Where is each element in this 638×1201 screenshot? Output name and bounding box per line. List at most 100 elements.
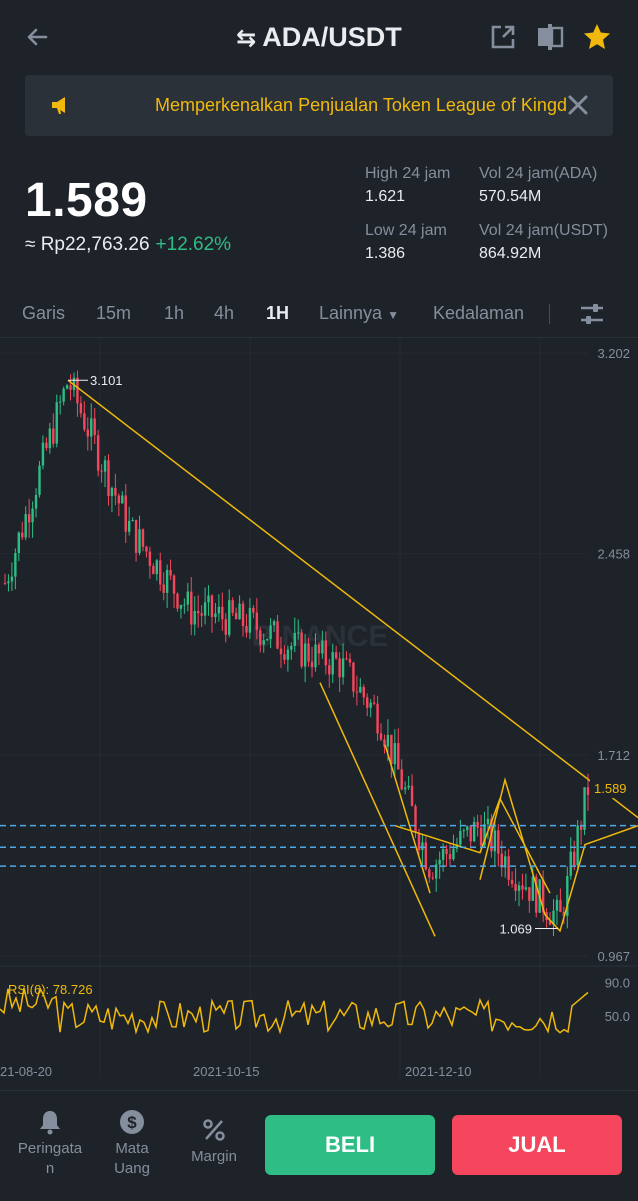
candle-body (121, 495, 124, 504)
candle-body (145, 546, 148, 552)
sell-button[interactable]: JUAL (452, 1115, 622, 1175)
candle-body (155, 560, 158, 575)
candle-body (38, 465, 41, 495)
candle-body (352, 662, 355, 692)
candle-body (58, 401, 62, 403)
star-icon[interactable] (582, 22, 612, 52)
pair-title-text: ADA/USDT (262, 22, 402, 52)
candle-body (265, 639, 269, 641)
candle-body (455, 844, 459, 849)
candle-body (355, 691, 359, 693)
candle-body (438, 859, 441, 865)
vol-ada-value: 570.54M (479, 188, 542, 205)
svg-text:$: $ (127, 1113, 137, 1132)
candle-body (476, 821, 479, 828)
candle-body (317, 644, 321, 654)
candle-body (228, 600, 231, 635)
candle-body (231, 600, 234, 613)
settings-sliders-icon[interactable] (578, 300, 606, 333)
bottom-action-bar: Peringatan $ Mata Uang Margin BELI JUAL (0, 1090, 638, 1201)
date-tick-label: 2021-12-10 (405, 1064, 472, 1079)
candle-body (10, 576, 14, 582)
tab-depth[interactable]: Kedalaman (433, 303, 525, 323)
candle-body (459, 831, 462, 845)
pair-title[interactable]: ⇆ ADA/USDT (0, 22, 638, 53)
candle-body (314, 644, 317, 668)
candle-body (535, 876, 538, 913)
candle-body (127, 520, 131, 532)
candle-body (259, 630, 262, 645)
candle-body (3, 582, 7, 584)
candle-body (52, 428, 55, 444)
margin-label: Margin (191, 1148, 237, 1165)
compare-icon[interactable] (535, 22, 565, 52)
price-tick-label: 3.202 (597, 346, 630, 361)
announcement-banner[interactable]: Memperkenalkan Penjualan Token League of… (25, 75, 613, 136)
candle-body (124, 495, 127, 532)
candle-body (403, 787, 407, 790)
alert-nav[interactable]: Peringatan (10, 1109, 90, 1179)
candle-body (69, 385, 72, 390)
candle-body (214, 613, 217, 618)
buy-button[interactable]: BELI (265, 1115, 435, 1175)
candle-body (421, 842, 424, 851)
candle-body (293, 632, 296, 646)
candle-body (366, 697, 369, 708)
candle-body (48, 428, 52, 449)
candle-body (514, 883, 517, 891)
candle-body (424, 842, 428, 870)
candle-body (510, 879, 514, 884)
high-24h-label: High 24 jam (365, 165, 451, 182)
price-change-percent: +12.62% (155, 234, 232, 255)
candle-body (196, 610, 200, 614)
currency-nav[interactable]: $ Mata Uang (92, 1109, 172, 1179)
candlestick-chart[interactable]: BINANCE RSI(6): 78.726 90.050.0 3.2022.45… (0, 338, 638, 1088)
caret-down-icon: ▼ (387, 308, 399, 322)
candle-body (555, 899, 559, 911)
resistance-trendline (67, 379, 638, 819)
candle-body (573, 851, 576, 866)
tab-15m[interactable]: 15m (96, 303, 132, 323)
tab-more[interactable]: Lainnya ▼ (319, 303, 399, 324)
candle-body (17, 532, 20, 553)
candle-body (234, 612, 238, 620)
tabs-divider (0, 337, 638, 338)
candle-body (110, 487, 114, 497)
close-icon[interactable] (567, 94, 589, 121)
candle-body (586, 787, 590, 795)
candle-body (152, 565, 155, 575)
candle-body (372, 702, 376, 704)
candle-body (338, 658, 341, 678)
date-tick-label: 21-08-20 (0, 1064, 52, 1079)
candles (3, 370, 590, 936)
price-chart[interactable]: BINANCE RSI(6): 78.726 90.0 50.0 3.202 2.45… (0, 338, 638, 1088)
candle-body (14, 552, 17, 577)
candle-body (310, 661, 314, 668)
candle-body (417, 832, 421, 851)
candle-body (183, 604, 186, 606)
share-icon[interactable] (488, 22, 518, 52)
candle-body (307, 643, 310, 662)
announcement-text[interactable]: Memperkenalkan Penjualan Token League of… (155, 95, 567, 115)
candle-body (431, 877, 434, 879)
tab-1h[interactable]: 1h (164, 303, 185, 323)
tab-1H[interactable]: 1H (266, 303, 290, 323)
candle-body (524, 887, 528, 890)
rsi-line (0, 986, 589, 1035)
candle-body (79, 403, 83, 414)
margin-nav[interactable]: Margin (174, 1117, 254, 1167)
candle-body (138, 529, 141, 553)
bell-icon (10, 1109, 90, 1139)
candle-body (507, 856, 510, 880)
candle-body (559, 899, 562, 912)
candle-body (176, 593, 179, 609)
candle-body (448, 854, 452, 860)
tab-line[interactable]: Garis (22, 303, 66, 323)
candle-body (7, 581, 10, 584)
back-arrow-icon[interactable] (22, 22, 52, 52)
candle-body (390, 734, 393, 765)
candle-body (479, 827, 483, 846)
candle-body (324, 640, 328, 666)
candle-body (486, 818, 490, 825)
tab-4h[interactable]: 4h (214, 303, 235, 323)
